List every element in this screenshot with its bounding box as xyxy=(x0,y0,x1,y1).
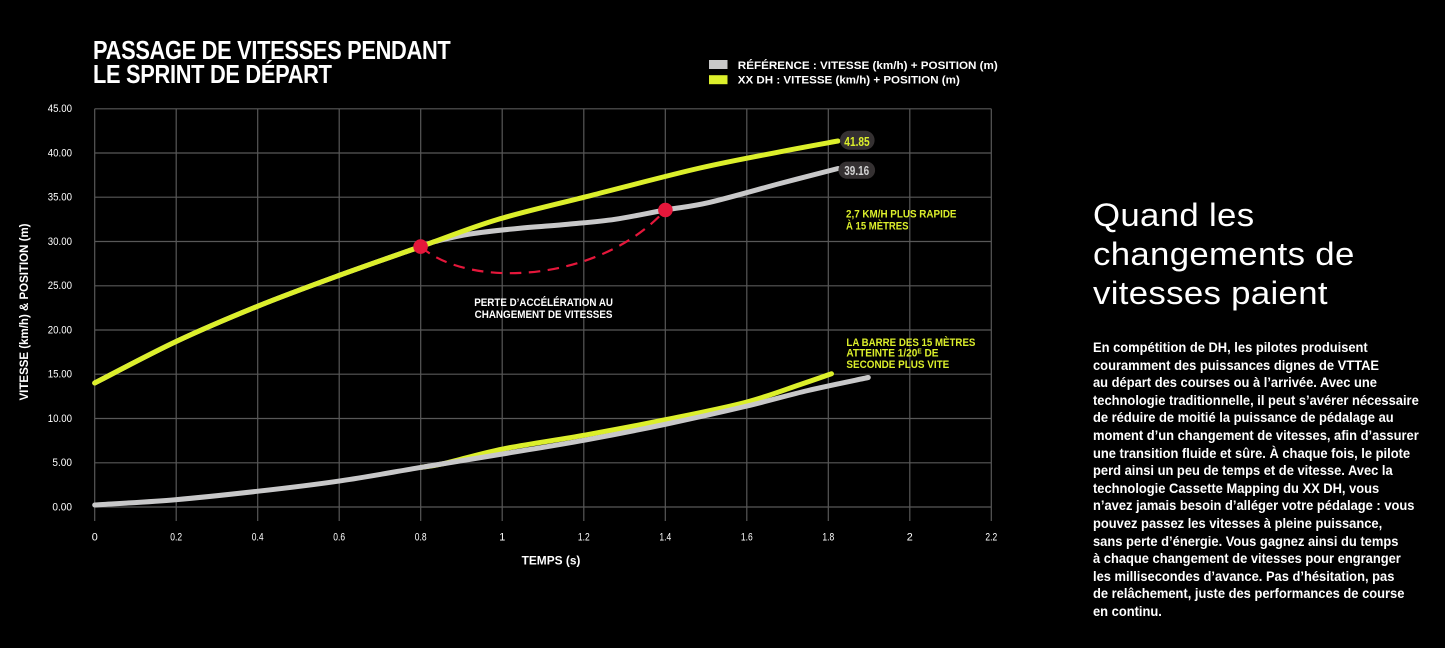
svg-text:2: 2 xyxy=(907,531,913,543)
svg-text:20.00: 20.00 xyxy=(48,324,72,336)
svg-text:SECONDE PLUS VITE: SECONDE PLUS VITE xyxy=(846,359,949,371)
svg-text:35.00: 35.00 xyxy=(48,192,72,204)
svg-text:1: 1 xyxy=(499,531,505,543)
svg-text:10.00: 10.00 xyxy=(48,413,72,425)
svg-text:0.4: 0.4 xyxy=(252,531,264,543)
svg-text:41.85: 41.85 xyxy=(844,135,869,149)
svg-text:1.8: 1.8 xyxy=(822,531,834,543)
svg-text:2.2: 2.2 xyxy=(985,531,997,543)
svg-text:2,7 KM/H PLUS RAPIDE: 2,7 KM/H PLUS RAPIDE xyxy=(846,208,957,220)
svg-text:VITESSE (km/h) & POSITION (m): VITESSE (km/h) & POSITION (m) xyxy=(19,223,31,400)
svg-text:À 15 MÈTRES: À 15 MÈTRES xyxy=(846,220,909,233)
svg-text:0.2: 0.2 xyxy=(170,531,182,543)
svg-text:5.00: 5.00 xyxy=(52,457,72,469)
svg-text:1.6: 1.6 xyxy=(741,531,753,543)
svg-text:30.00: 30.00 xyxy=(48,236,72,248)
svg-text:40.00: 40.00 xyxy=(48,147,72,159)
svg-text:0.00: 0.00 xyxy=(52,501,72,513)
svg-text:0.6: 0.6 xyxy=(333,531,345,543)
svg-text:45.00: 45.00 xyxy=(48,103,72,115)
svg-text:1.2: 1.2 xyxy=(578,531,590,543)
svg-text:XX DH : VITESSE (km/h) + POSIT: XX DH : VITESSE (km/h) + POSITION (m) xyxy=(738,75,960,87)
svg-text:CHANGEMENT DE VITESSES: CHANGEMENT DE VITESSES xyxy=(475,309,613,321)
svg-text:0: 0 xyxy=(92,531,98,543)
svg-text:RÉFÉRENCE : VITESSE (km/h) + P: RÉFÉRENCE : VITESSE (km/h) + POSITION (m… xyxy=(738,59,998,72)
svg-text:ATTEINTE 1/20E DE: ATTEINTE 1/20E DE xyxy=(846,347,938,359)
svg-text:15.00: 15.00 xyxy=(48,369,72,381)
svg-text:LA BARRE DES 15 MÈTRES: LA BARRE DES 15 MÈTRES xyxy=(846,336,975,349)
svg-text:25.00: 25.00 xyxy=(48,280,72,292)
svg-text:39.16: 39.16 xyxy=(844,164,869,178)
svg-text:1.4: 1.4 xyxy=(659,531,671,543)
svg-text:0.8: 0.8 xyxy=(415,531,427,543)
svg-text:TEMPS (s): TEMPS (s) xyxy=(522,554,581,568)
svg-text:PERTE D’ACCÉLÉRATION AU: PERTE D’ACCÉLÉRATION AU xyxy=(474,296,613,309)
